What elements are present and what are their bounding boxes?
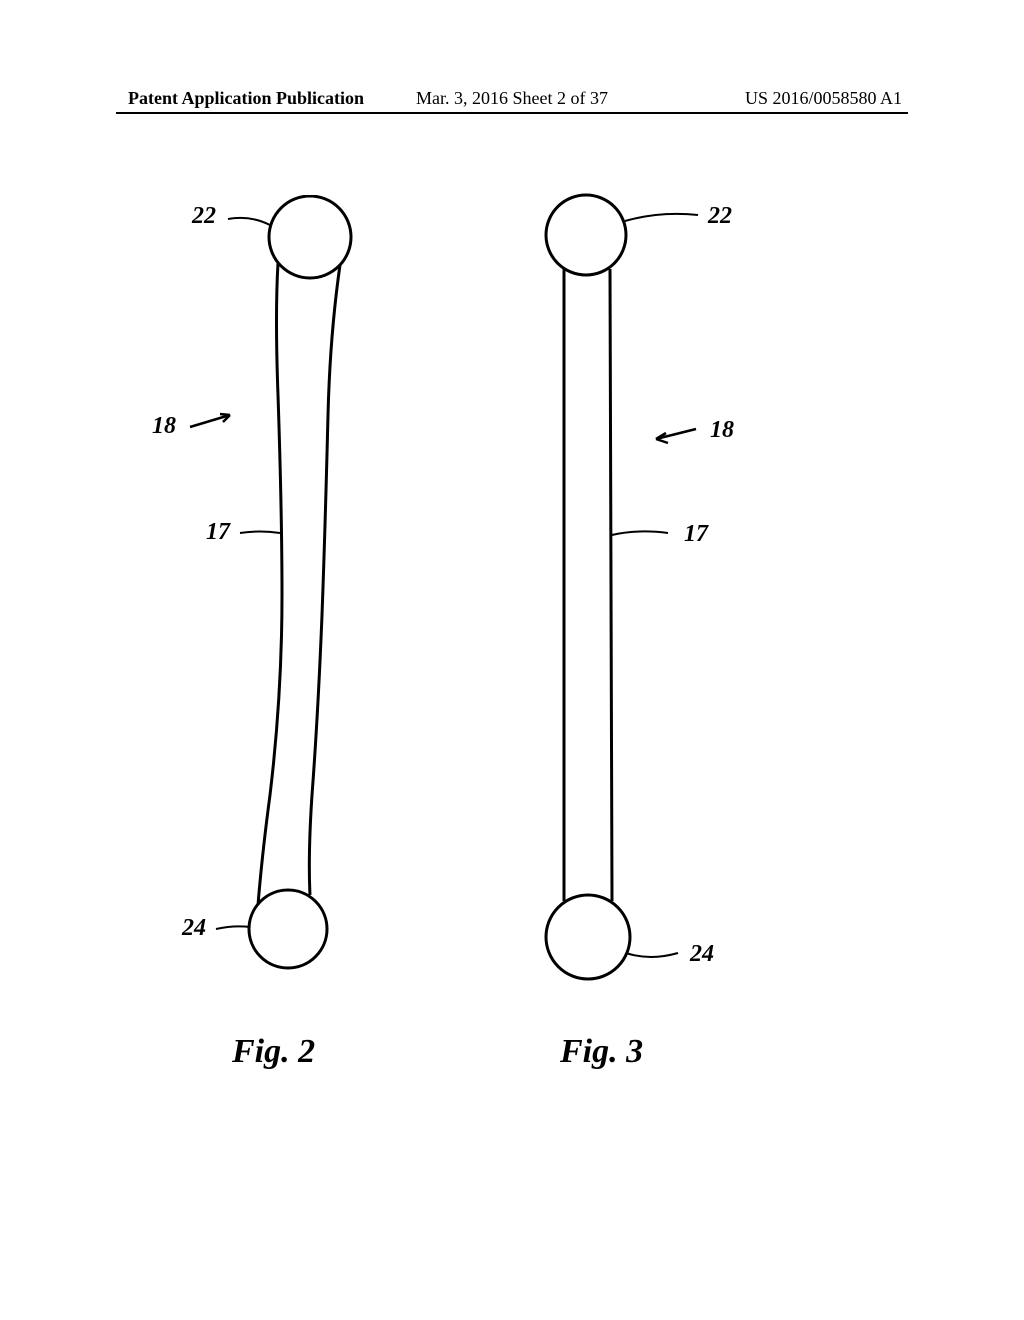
fig2-label-17: 17 (206, 519, 230, 546)
figures: 22 18 17 24 22 18 17 24 Fig. 2 Fig (0, 195, 1024, 1145)
figure-2 (170, 195, 430, 975)
fig2-label-18: 18 (152, 413, 176, 440)
fig3-label-22: 22 (708, 203, 732, 230)
fig2-label-24: 24 (182, 915, 206, 942)
fig3-shaft-right (610, 269, 612, 901)
fig2-shaft-left (258, 263, 282, 905)
fig3-label-18: 18 (710, 417, 734, 444)
figure-3 (520, 193, 800, 983)
header-right: US 2016/0058580 A1 (745, 88, 902, 109)
fig3-leader-24 (626, 953, 678, 957)
fig2-leader-24 (216, 926, 250, 929)
fig3-top-circle (546, 195, 626, 275)
fig2-leader-17 (240, 532, 280, 534)
caption-fig2: Fig. 2 (232, 1033, 315, 1071)
fig2-label-22: 22 (192, 203, 216, 230)
header-rule (116, 112, 908, 114)
page-header: Patent Application Publication Mar. 3, 2… (0, 88, 1024, 109)
fig3-bottom-circle (546, 895, 630, 979)
header-center: Mar. 3, 2016 Sheet 2 of 37 (416, 88, 608, 109)
fig3-leader-22 (625, 214, 698, 221)
fig3-leader-17 (612, 531, 668, 535)
fig2-shaft-right (309, 265, 340, 895)
fig3-label-17: 17 (684, 521, 708, 548)
fig3-label-24: 24 (690, 941, 714, 968)
header-left: Patent Application Publication (128, 88, 364, 109)
fig2-leader-22 (228, 218, 270, 225)
caption-fig3: Fig. 3 (560, 1033, 643, 1071)
fig2-bottom-circle (249, 890, 327, 968)
